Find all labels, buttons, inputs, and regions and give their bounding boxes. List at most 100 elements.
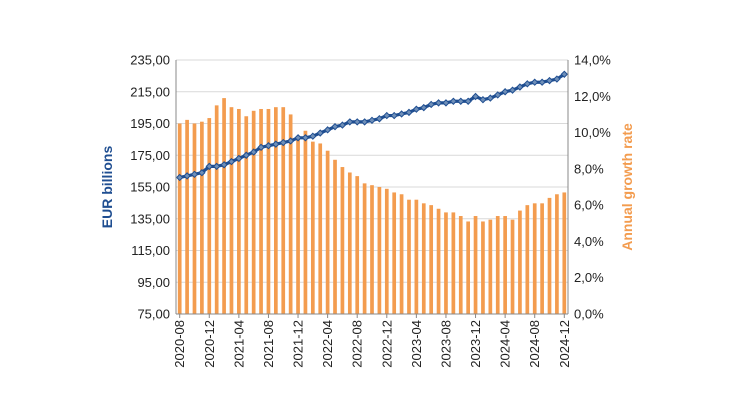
line-point xyxy=(545,76,554,85)
growth-bar xyxy=(392,192,397,314)
left-tick-label: 115,00 xyxy=(131,243,170,258)
line-point xyxy=(301,134,310,142)
left-tick-label: 75,00 xyxy=(137,307,170,322)
line-point xyxy=(531,78,539,86)
left-tick-label: 215,00 xyxy=(130,84,170,99)
growth-bar xyxy=(370,185,374,314)
growth-bar xyxy=(318,143,323,314)
right-tick-label: 8,0% xyxy=(574,161,604,176)
x-tick-label: 2023-12 xyxy=(468,320,483,368)
line-point xyxy=(183,172,191,180)
line-point xyxy=(479,95,487,104)
growth-bar xyxy=(540,203,544,314)
growth-rate-bars xyxy=(177,98,567,315)
line-point xyxy=(405,108,413,117)
right-axis-title: Annual growth rate xyxy=(619,123,635,251)
growth-bar xyxy=(562,192,567,314)
growth-bar xyxy=(495,216,500,314)
line-point xyxy=(360,118,369,126)
growth-bar xyxy=(466,221,470,314)
right-tick-label: 12,0% xyxy=(574,89,611,104)
growth-bar xyxy=(177,123,182,314)
x-tick-label: 2024-12 xyxy=(557,320,572,368)
axes xyxy=(175,60,569,315)
growth-bar xyxy=(510,219,515,314)
line-point xyxy=(508,86,517,94)
growth-bar xyxy=(525,205,530,314)
x-tick-label: 2024-08 xyxy=(527,320,542,368)
growth-bar xyxy=(503,216,507,314)
line-point xyxy=(457,97,465,105)
line-point xyxy=(353,118,361,126)
line-point xyxy=(471,92,480,101)
line-point xyxy=(442,99,450,107)
line-point xyxy=(434,99,443,107)
left-tick-label: 195,00 xyxy=(130,116,170,131)
right-tick-label: 0,0% xyxy=(574,307,604,322)
x-tick-label: 2023-04 xyxy=(409,320,424,368)
growth-bar xyxy=(473,216,478,314)
x-tick-label: 2024-04 xyxy=(498,320,513,368)
growth-bar xyxy=(355,176,360,314)
line-point xyxy=(316,129,324,137)
growth-bar xyxy=(421,203,426,314)
line-point xyxy=(368,116,376,125)
left-tick-label: 135,00 xyxy=(130,211,170,226)
x-tick-label: 2022-08 xyxy=(350,320,365,368)
growth-bar xyxy=(444,212,448,314)
left-tick-label: 155,00 xyxy=(130,180,170,195)
growth-bar xyxy=(347,172,352,314)
x-tick-label: 2021-04 xyxy=(231,320,246,368)
right-axis-ticks: 0,0% 2,0% 4,0% 6,0% 8,0% 10,0% 12,0% 14,0% xyxy=(574,53,611,322)
right-tick-label: 2,0% xyxy=(574,270,604,285)
x-tick-label: 2022-12 xyxy=(379,320,394,368)
line-point xyxy=(346,118,354,126)
growth-bar xyxy=(407,199,411,314)
growth-bar xyxy=(288,114,293,314)
line-point xyxy=(486,94,495,102)
growth-bar xyxy=(458,216,463,314)
line-point xyxy=(538,78,546,86)
growth-bar xyxy=(399,194,404,314)
growth-bar xyxy=(310,141,315,314)
growth-bar xyxy=(251,110,256,314)
right-tick-label: 10,0% xyxy=(574,125,611,140)
growth-bar xyxy=(259,108,263,314)
line-point xyxy=(198,169,206,177)
growth-bar xyxy=(281,107,286,315)
growth-bar xyxy=(222,98,226,314)
line-point xyxy=(427,100,435,109)
line-point xyxy=(420,103,428,112)
growth-bar xyxy=(555,194,559,314)
right-tick-label: 6,0% xyxy=(574,198,604,213)
growth-bar xyxy=(192,123,197,314)
line-point xyxy=(560,70,569,78)
growth-bar xyxy=(532,203,537,314)
growth-bar xyxy=(214,105,219,314)
line-point xyxy=(257,143,265,152)
growth-bar xyxy=(237,108,241,314)
growth-bar xyxy=(207,118,212,314)
line-point xyxy=(309,132,317,140)
line-point xyxy=(286,137,295,145)
growth-bar xyxy=(303,130,308,314)
right-tick-label: 14,0% xyxy=(574,53,611,68)
line-point xyxy=(516,83,524,91)
line-point xyxy=(323,126,332,134)
line-point xyxy=(175,173,184,182)
x-tick-label: 2021-08 xyxy=(261,320,276,368)
growth-bar xyxy=(340,167,345,314)
line-point xyxy=(449,97,458,105)
line-point xyxy=(242,151,250,159)
line-point xyxy=(464,97,472,105)
growth-bar xyxy=(488,219,493,314)
line-point xyxy=(523,80,532,88)
line-point xyxy=(331,122,339,131)
x-tick-label: 2020-08 xyxy=(172,320,187,368)
x-tick-label: 2022-04 xyxy=(320,320,335,368)
growth-bar xyxy=(429,205,434,314)
line-point xyxy=(190,170,199,179)
line-point xyxy=(494,91,502,99)
growth-bar xyxy=(296,136,300,314)
